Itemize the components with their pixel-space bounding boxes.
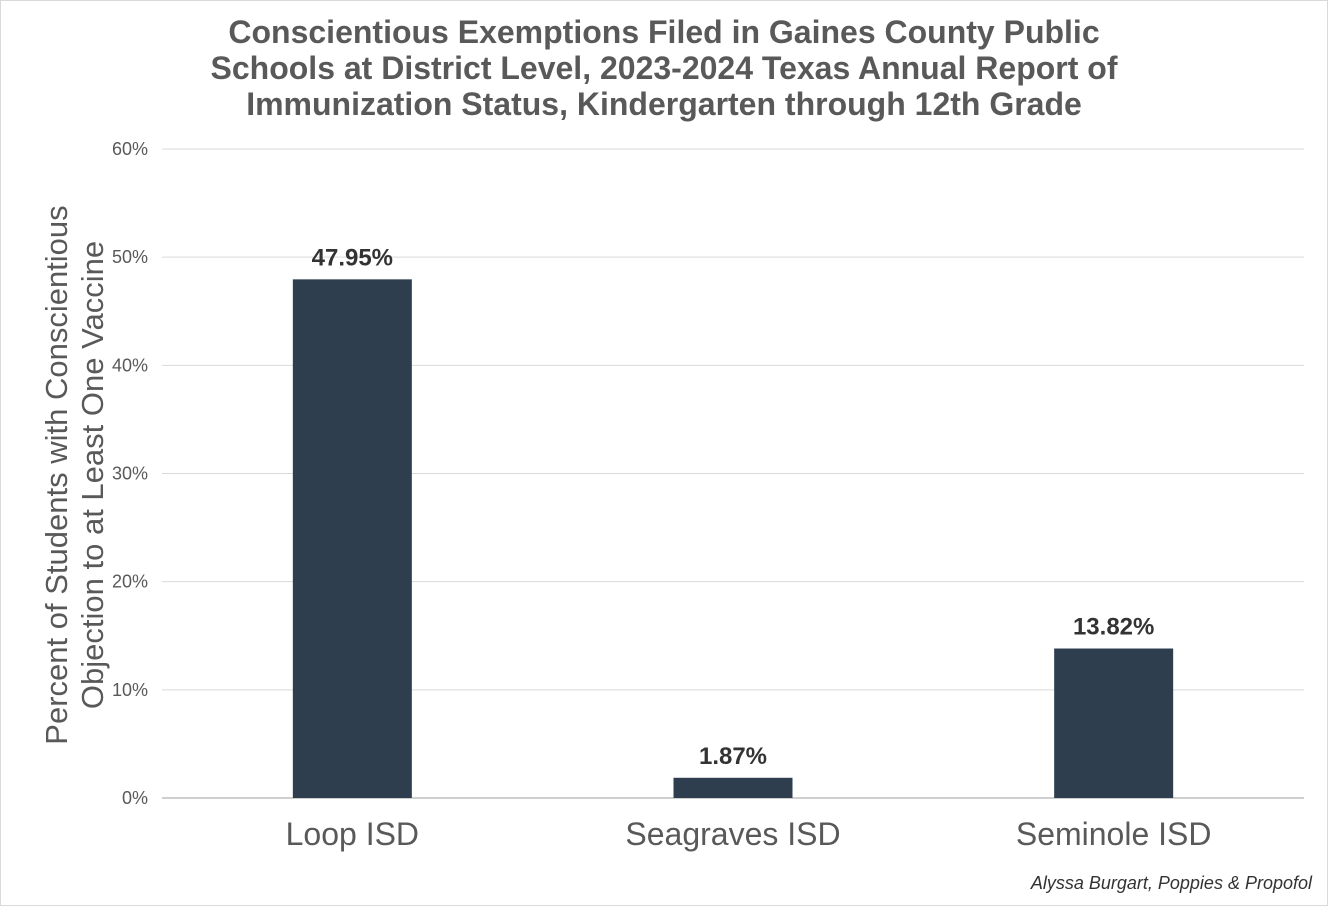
data-labels: 47.95% 1.87% 13.82% — [312, 244, 1155, 769]
bars — [292, 279, 1174, 798]
category-label: Loop ISD — [286, 816, 419, 852]
credit-text: Alyssa Burgart, Poppies & Propofol — [1030, 873, 1312, 893]
bar — [1054, 648, 1174, 798]
category-label: Seminole ISD — [1016, 816, 1212, 852]
chart-title-line: Schools at District Level, 2023-2024 Tex… — [210, 50, 1118, 86]
y-tick-labels: 0% 10% 20% 30% 40% 50% 60% — [112, 139, 148, 808]
data-label: 1.87% — [699, 743, 767, 770]
data-label: 47.95% — [312, 244, 393, 271]
category-labels: Loop ISD Seagraves ISD Seminole ISD — [286, 816, 1212, 852]
y-tick-label: 20% — [112, 572, 148, 592]
bar — [673, 777, 793, 798]
y-tick-label: 60% — [112, 139, 148, 159]
chart-title-line: Conscientious Exemptions Filed in Gaines… — [228, 14, 1100, 50]
y-tick-label: 40% — [112, 355, 148, 375]
data-label: 13.82% — [1073, 614, 1154, 641]
bar — [292, 279, 412, 798]
chart-title-line: Immunization Status, Kindergarten throug… — [246, 86, 1082, 122]
chart-title: Conscientious Exemptions Filed in Gaines… — [0, 14, 1328, 122]
y-tick-label: 0% — [122, 788, 148, 808]
y-tick-label: 30% — [112, 464, 148, 484]
y-tick-label: 10% — [112, 680, 148, 700]
y-tick-label: 50% — [112, 247, 148, 267]
category-label: Seagraves ISD — [625, 816, 840, 852]
